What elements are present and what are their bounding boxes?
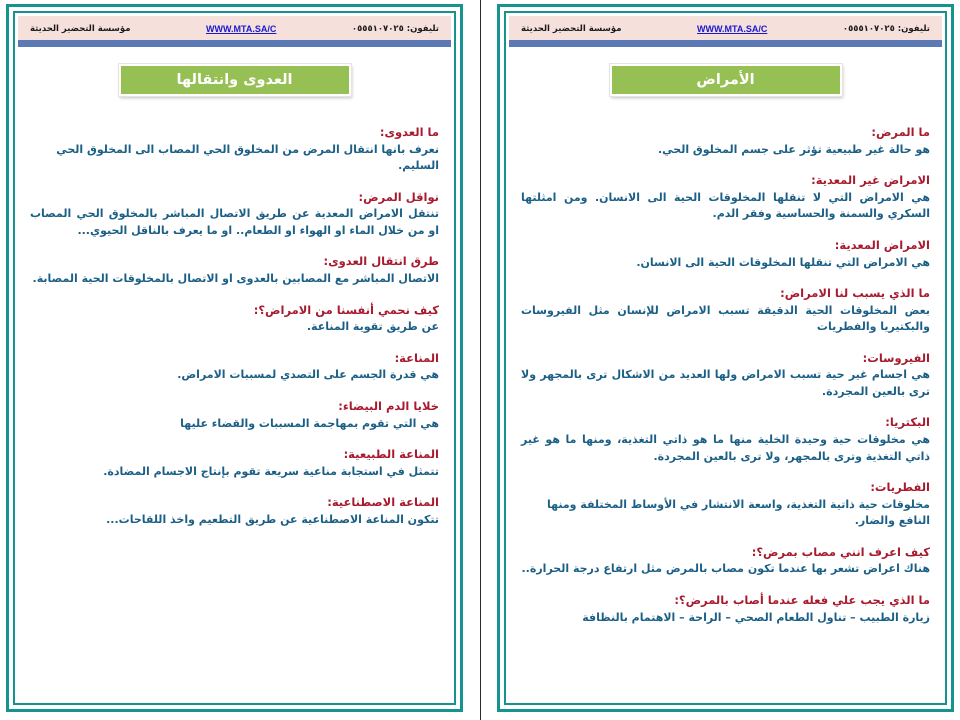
letterhead-phone: تليفون: ٠٥٥٥١٠٧٠٢٥ [842,23,930,34]
qa-answer: هي قدرة الجسم على التصدي لمسببات الامراض… [177,368,439,382]
page-title-chip[interactable]: الأمراض [608,63,843,97]
letterhead-website-link[interactable]: WWW.MTA.SA/C [206,23,277,34]
qa-block: كيف اعرف انني مصاب بمرض؟: هناك اعراض تشع… [521,544,930,578]
qa-answer: هي التي تقوم بمهاجمة المسببات والقضاء عل… [180,416,439,430]
page-title-text: العدوى وانتقالها [176,71,293,88]
page-title-text: الأمراض [696,71,755,88]
title-chip-wrap: الأمراض [509,47,942,102]
qa-question: المناعة الطبيعية: [343,447,439,462]
qa-question: طرق انتقال العدوى: [323,254,439,269]
page-frame-inner: تليفون: ٠٥٥٥١٠٧٠٢٥ WWW.MTA.SA/C مؤسسة ال… [13,11,456,705]
page-frame-outer: تليفون: ٠٥٥٥١٠٧٠٢٥ WWW.MTA.SA/C مؤسسة ال… [6,4,463,712]
qa-answer: مخلوقات حية ذاتية التغذية، واسعة الانتشا… [546,497,930,528]
qa-answer: هي مخلوقات حية وحيدة الخلية منها ما هو ذ… [521,433,930,463]
qa-block: طرق انتقال العدوى: الاتصال المباشر مع ال… [30,253,439,287]
qa-question: كيف اعرف انني مصاب بمرض؟: [751,544,930,559]
qa-question: ما المرض: [871,125,930,139]
worksheet-page-diseases: تليفون: ٠٥٥٥١٠٧٠٢٥ WWW.MTA.SA/C مؤسسة ال… [491,0,960,720]
qa-answer: زيارة الطبيب – تناول الطعام الصحي – الرا… [582,610,930,624]
qa-block: ما المرض: هو حالة غير طبيعية تؤثر على جس… [521,124,930,158]
qa-block: البكتريا: هي مخلوقات حية وحيدة الخلية من… [521,414,930,465]
qa-block: المناعة الاصطناعية: تتكون المناعة الاصطن… [30,494,439,528]
qa-answer: عن طريق تقوية المناعة. [306,320,439,334]
letterhead-bar: تليفون: ٠٥٥٥١٠٧٠٢٥ WWW.MTA.SA/C مؤسسة ال… [18,16,451,40]
qa-question: خلايا الدم البيضاء: [338,398,439,413]
qa-question: كيف نحمي أنفسنا من الامراض؟: [253,302,439,317]
qa-block: ما العدوى: نعرف بانها انتقال المرض من ال… [30,124,439,175]
qa-answer: هو حالة غير طبيعية تؤثر على جسم المخلوق … [657,142,930,156]
page-body: ما المرض: هو حالة غير طبيعية تؤثر على جس… [509,102,942,700]
letterhead-organization: مؤسسة التحضير الحديثة [521,23,622,34]
qa-block: الفطريات: مخلوقات حية ذاتية التغذية، واس… [521,479,930,530]
qa-answer: تتكون المناعة الاصطناعية عن طريق التطعيم… [106,512,439,526]
page-frame-inner: تليفون: ٠٥٥٥١٠٧٠٢٥ WWW.MTA.SA/C مؤسسة ال… [504,11,947,705]
qa-question: البكتريا: [885,415,930,430]
qa-block: ما الذي يسبب لنا الامراض: بعض المخلوقات … [521,285,930,336]
page-sheet: تليفون: ٠٥٥٥١٠٧٠٢٥ WWW.MTA.SA/C مؤسسة ال… [509,16,942,700]
qa-question: ما الذي يجب علي فعله عندما أصاب بالمرض؟: [674,592,930,607]
qa-question: المناعة الاصطناعية: [327,495,439,510]
qa-answer: نعرف بانها انتقال المرض من المخلوق الحي … [56,142,439,173]
page-frame-outer: تليفون: ٠٥٥٥١٠٧٠٢٥ WWW.MTA.SA/C مؤسسة ال… [497,4,954,712]
qa-answer: الاتصال المباشر مع المصابين بالعدوى او ا… [32,272,439,286]
letterhead-phone: تليفون: ٠٥٥٥١٠٧٠٢٥ [351,23,439,34]
qa-question: نواقل المرض: [358,189,439,204]
letterhead-organization: مؤسسة التحضير الحديثة [30,23,131,34]
page-divider [469,0,491,720]
qa-block: الامراض غير المعدية: هي الامراض التي لا … [521,172,930,223]
qa-answer: هي الامراض التي تنقلها المخلوقات الحية ا… [636,255,930,269]
worksheet-page-infection: تليفون: ٠٥٥٥١٠٧٠٢٥ WWW.MTA.SA/C مؤسسة ال… [0,0,469,720]
qa-answer: تتمثل في استجابة مناعية سريعة تقوم بإنتا… [103,464,439,478]
qa-block: ما الذي يجب علي فعله عندما أصاب بالمرض؟:… [521,592,930,626]
letterhead-accent-bar [18,40,451,47]
qa-question: الفيروسات: [862,350,930,365]
letterhead-website-link[interactable]: WWW.MTA.SA/C [697,23,768,34]
qa-question: المناعة: [394,350,439,365]
qa-question: ما الذي يسبب لنا الامراض: [780,286,930,301]
qa-question: الفطريات: [870,480,930,495]
qa-block: الفيروسات: هي اجسام غير حية تسبب الامراض… [521,350,930,401]
qa-answer: تنتقل الامراض المعدية عن طريق الاتصال ال… [30,207,439,237]
letterhead-bar: تليفون: ٠٥٥٥١٠٧٠٢٥ WWW.MTA.SA/C مؤسسة ال… [509,16,942,40]
qa-answer: هي الامراض التي لا تنقلها المخلوقات الحي… [521,190,930,221]
qa-question: الامراض غير المعدية: [811,173,930,188]
title-chip-wrap: العدوى وانتقالها [18,47,451,102]
qa-answer: هناك اعراض تشعر بها عندما تكون مصاب بالم… [521,562,930,576]
qa-block: المناعة: هي قدرة الجسم على التصدي لمسببا… [30,350,439,384]
qa-question: الامراض المعدية: [834,237,930,252]
qa-block: كيف نحمي أنفسنا من الامراض؟: عن طريق تقو… [30,302,439,336]
qa-block: خلايا الدم البيضاء: هي التي تقوم بمهاجمة… [30,398,439,432]
page-body: ما العدوى: نعرف بانها انتقال المرض من ال… [18,102,451,700]
qa-block: المناعة الطبيعية: تتمثل في استجابة مناعي… [30,446,439,480]
page-title-chip[interactable]: العدوى وانتقالها [117,63,352,97]
qa-answer: بعض المخلوقات الحية الدقيقة تسبب الامراض… [521,303,930,334]
page-sheet: تليفون: ٠٥٥٥١٠٧٠٢٥ WWW.MTA.SA/C مؤسسة ال… [18,16,451,700]
qa-question: ما العدوى: [379,125,439,139]
qa-block: الامراض المعدية: هي الامراض التي تنقلها … [521,237,930,271]
letterhead-accent-bar [509,40,942,47]
qa-answer: هي اجسام غير حية تسبب الامراض ولها العدي… [521,368,930,398]
qa-block: نواقل المرض: تنتقل الامراض المعدية عن طر… [30,189,439,240]
